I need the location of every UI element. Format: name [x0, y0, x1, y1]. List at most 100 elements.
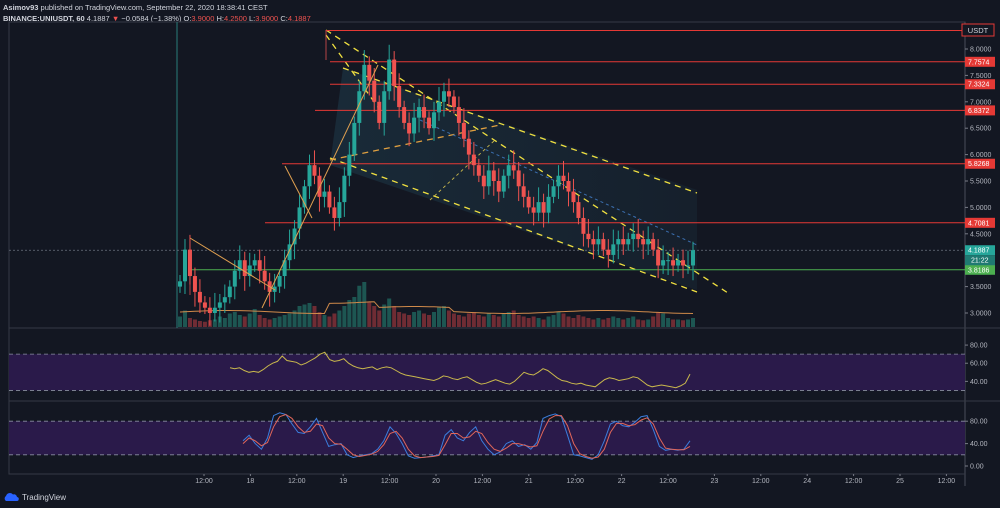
candle-body	[476, 165, 481, 176]
volume-bar	[287, 313, 292, 327]
level-price-badge[interactable]	[965, 158, 995, 169]
currency-badge[interactable]	[961, 23, 995, 37]
volume-bar	[636, 319, 641, 327]
candle-body	[516, 170, 521, 187]
candle-body	[367, 64, 372, 81]
volume-bar	[666, 318, 671, 327]
candle-body	[292, 228, 297, 245]
level-price-badge[interactable]	[965, 264, 995, 275]
author-name[interactable]: Asimov93	[3, 3, 39, 12]
volume-bar	[178, 316, 182, 327]
close-label: C:	[280, 14, 288, 23]
candle-body	[571, 191, 576, 203]
volume-bar	[392, 306, 397, 327]
candle-body	[402, 107, 407, 123]
candle-body	[546, 196, 551, 213]
volume-bar	[202, 321, 207, 327]
volume-bar	[456, 315, 461, 327]
ascending-trendline[interactable]	[261, 64, 379, 309]
volume-bar	[681, 320, 686, 327]
stoch-d-line	[242, 413, 691, 459]
volume-bar	[427, 315, 432, 327]
symbol-label[interactable]: BINANCE:UNIUSDT, 60	[3, 14, 85, 23]
level-price-badge[interactable]	[965, 79, 995, 90]
time-tick-label: 12:00	[845, 478, 863, 485]
volume-bar	[441, 306, 446, 327]
candle-body	[417, 107, 422, 118]
volume-bar	[387, 298, 392, 327]
candle-body	[536, 202, 541, 213]
volume-bar	[247, 313, 252, 327]
time-tick-label: 12:00	[288, 478, 306, 485]
candlesticks	[178, 44, 695, 326]
candle-body	[178, 281, 182, 287]
last-price-badge[interactable]	[965, 245, 995, 256]
stoch-k-line	[242, 412, 691, 460]
candle-body	[217, 302, 222, 308]
candle-body	[262, 270, 267, 282]
candle-body	[327, 191, 332, 208]
horizontal-levels[interactable]	[9, 30, 965, 271]
time-tick-label: 18	[247, 478, 255, 485]
volume-bar	[646, 319, 651, 327]
volume-bar	[267, 319, 272, 327]
candle-body	[302, 186, 307, 208]
volume-bar	[656, 312, 661, 327]
level-price-badge[interactable]	[965, 56, 995, 67]
candle-body	[207, 307, 212, 313]
candle-body	[621, 239, 626, 245]
volume-bar	[252, 309, 257, 327]
trendlines[interactable]	[189, 30, 379, 309]
level-price-badge[interactable]	[965, 217, 995, 228]
time-tick-label: 20	[432, 478, 440, 485]
candle-body	[282, 260, 287, 277]
candle-body	[481, 175, 486, 187]
candle-body	[387, 59, 392, 92]
volume-bar	[402, 313, 407, 327]
descending-channel[interactable]	[325, 29, 729, 294]
candle-body	[247, 265, 252, 277]
level-price-badge[interactable]	[965, 105, 995, 116]
currency-label: USDT	[968, 26, 989, 35]
short-trendline[interactable]	[284, 165, 313, 219]
volume-bar	[242, 316, 247, 327]
volume-bar	[232, 312, 237, 327]
volume-bar	[322, 315, 327, 327]
candle-body	[332, 207, 337, 218]
volume-bar	[297, 306, 302, 327]
candle-body	[287, 244, 292, 261]
time-tick-label: 19	[339, 478, 347, 485]
tradingview-logo[interactable]: TradingView	[3, 492, 66, 502]
candle-body	[242, 260, 247, 277]
candle-body	[586, 233, 591, 240]
candle-body	[182, 249, 187, 282]
volume-bar	[476, 315, 481, 327]
candle-body	[347, 154, 352, 176]
price-tick-label: 3.5000	[970, 284, 992, 291]
descending-trendline[interactable]	[189, 237, 276, 291]
volume-bar	[262, 318, 267, 327]
candle-body	[566, 181, 571, 192]
candle-body	[506, 165, 511, 176]
channel-upper-line[interactable]	[342, 67, 698, 194]
candle-body	[681, 260, 686, 266]
chart-frame	[8, 21, 966, 475]
volume-bar	[417, 310, 422, 327]
candle-body	[556, 175, 561, 187]
channel-mid-upper[interactable]	[329, 124, 501, 161]
time-tick-label: 12:00	[381, 478, 399, 485]
candle-body	[676, 260, 681, 266]
volume-bar	[192, 319, 197, 327]
price-axis[interactable]: 8.0000 7.5000 7.0000 6.5000 6.0000 5.5000 5.00…	[965, 47, 995, 471]
candle-body	[576, 202, 581, 218]
channel-mini-line[interactable]	[429, 139, 496, 201]
candle-body	[606, 249, 611, 255]
time-axis[interactable]: 12:00 18 12:00 19 12:00 20 12:00 21 12:00 22 12:00…	[195, 474, 955, 485]
candle-body	[511, 165, 516, 171]
last-price-label: 4.1887	[968, 248, 990, 255]
volume-bar	[576, 315, 581, 327]
candle-body	[237, 260, 242, 271]
volume-bar	[556, 312, 561, 327]
channel-inner-line[interactable]	[325, 34, 381, 111]
